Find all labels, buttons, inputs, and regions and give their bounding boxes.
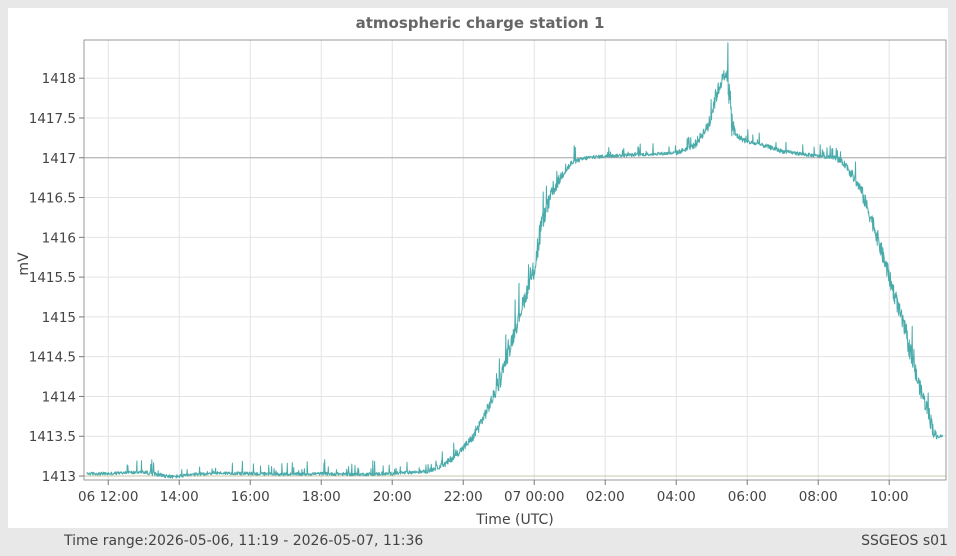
y-tick-label: 1413.5 bbox=[29, 429, 76, 445]
station-label: SSGEOS s01 bbox=[861, 533, 948, 549]
y-tick-label: 1416.5 bbox=[29, 191, 76, 207]
x-tick-label: 08:00 bbox=[799, 489, 838, 505]
y-tick-label: 1417.5 bbox=[29, 111, 76, 127]
y-tick-label: 1414.5 bbox=[29, 350, 76, 366]
x-tick-label: 06:00 bbox=[728, 489, 767, 505]
x-tick-label: 22:00 bbox=[444, 489, 483, 505]
plot-frame bbox=[83, 39, 947, 481]
y-tick-label: 1413 bbox=[42, 469, 76, 485]
x-tick-label: 07 00:00 bbox=[504, 489, 564, 505]
y-tick-label: 1416 bbox=[42, 230, 76, 246]
y-tick-label: 1414 bbox=[42, 389, 76, 405]
reference-lines bbox=[84, 157, 946, 477]
x-tick-label: 02:00 bbox=[586, 489, 625, 505]
x-axis-label: Time (UTC) bbox=[475, 512, 553, 528]
y-tick-label: 1415.5 bbox=[29, 270, 76, 286]
grid bbox=[84, 40, 946, 480]
x-tick-label: 14:00 bbox=[160, 489, 199, 505]
y-tick-label: 1415 bbox=[42, 310, 76, 326]
x-tick-label: 16:00 bbox=[231, 489, 270, 505]
y-axis-label: mV bbox=[16, 252, 32, 276]
x-axis-ticks: 06 12:00 14:00 16:00 18:00 20:00 22:00 07 00:0… bbox=[78, 480, 909, 505]
time-range-label: Time range:2026-05-06, 11:19 - 2026-05-0… bbox=[64, 533, 424, 549]
x-tick-label: 04:00 bbox=[657, 489, 696, 505]
chart-panel: atmospheric charge station 1 06 12:00 14:… bbox=[8, 8, 948, 528]
x-tick-label: 18:00 bbox=[302, 489, 341, 505]
y-axis-ticks: 1413 1413.5 1414 1414.5 1415 1415.5 1416 1416.5… bbox=[29, 71, 84, 485]
y-tick-label: 1417 bbox=[42, 151, 76, 167]
chart-title: atmospheric charge station 1 bbox=[356, 14, 605, 32]
y-tick-label: 1418 bbox=[42, 71, 76, 87]
x-tick-label: 20:00 bbox=[373, 489, 412, 505]
chart: atmospheric charge station 1 06 12:00 14:… bbox=[16, 14, 947, 528]
x-tick-label: 10:00 bbox=[870, 489, 909, 505]
series-line bbox=[86, 42, 943, 479]
series-layer bbox=[86, 42, 943, 479]
x-tick-label: 06 12:00 bbox=[78, 489, 138, 505]
